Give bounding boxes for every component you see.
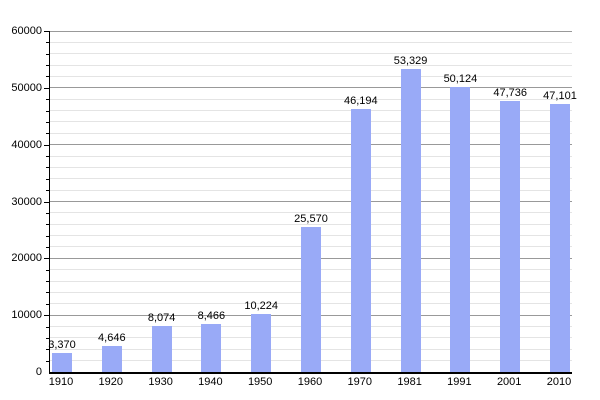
y-axis-minor-tick <box>46 326 49 328</box>
bar <box>301 226 321 372</box>
y-axis-minor-tick <box>46 156 49 158</box>
y-axis-major-tick <box>44 258 49 260</box>
gridline-minor <box>50 53 572 55</box>
bar-value-label: 4,646 <box>98 331 126 344</box>
bar-value-label: 46,194 <box>343 95 378 108</box>
gridline-minor <box>50 189 572 191</box>
bar <box>350 109 371 372</box>
y-axis-minor-tick <box>46 349 49 351</box>
y-axis-minor-tick <box>46 269 49 271</box>
y-axis-minor-tick <box>46 281 49 283</box>
y-axis-minor-tick <box>46 360 49 362</box>
y-axis-minor-tick <box>46 292 49 294</box>
gridline-minor <box>50 166 572 168</box>
y-axis-minor-tick <box>46 133 49 135</box>
y-axis-tick-label: 30000 <box>11 195 42 208</box>
x-axis-tick-label: 1920 <box>98 376 124 388</box>
x-axis-tick-label: 1970 <box>347 376 373 388</box>
x-axis-tick-label: 1981 <box>397 376 422 388</box>
bar <box>251 313 272 372</box>
gridline-minor <box>50 75 572 77</box>
gridline-minor <box>50 132 572 134</box>
y-axis-tick-label: 20000 <box>11 252 42 265</box>
bar <box>101 345 122 372</box>
y-axis-minor-tick <box>46 224 49 226</box>
bar <box>450 87 471 372</box>
gridline-minor <box>50 110 572 112</box>
bar <box>550 104 570 372</box>
y-axis-minor-tick <box>46 178 49 180</box>
x-axis-tick-label: 1991 <box>447 376 472 388</box>
gridline-minor <box>50 223 572 225</box>
y-axis-minor-tick <box>46 65 49 67</box>
bar <box>52 352 72 372</box>
gridline-minor <box>50 121 572 123</box>
y-axis-minor-tick <box>46 235 49 237</box>
y-axis-tick-label: 60000 <box>11 25 42 37</box>
bar <box>500 100 521 372</box>
bar-value-label: 10,224 <box>244 299 279 312</box>
bar-value-label: 25,570 <box>294 212 328 225</box>
bar-value-label: 3,370 <box>48 338 76 351</box>
gridline-minor <box>50 64 572 66</box>
y-axis-major-tick <box>44 315 49 317</box>
y-axis-major-tick <box>44 31 49 32</box>
gridline-minor <box>50 212 572 214</box>
bar-value-label: 53,329 <box>393 54 428 67</box>
bar-value-label: 8,074 <box>147 312 176 325</box>
plot-area: 3,370 4,646 8,074 8,466 10,224 25,570 46,194 53… <box>48 30 577 374</box>
gridline-major <box>50 201 572 202</box>
y-axis-minor-tick <box>46 99 49 101</box>
bar-value-label: 47,101 <box>543 90 577 103</box>
x-axis-tick-label: 1960 <box>297 376 323 388</box>
x-axis-tick-label: 2001 <box>496 376 522 388</box>
x-axis-tick-label: 1950 <box>247 376 273 388</box>
x-axis-tick-label: 1910 <box>48 376 74 388</box>
gridline-major <box>50 30 572 32</box>
y-axis-minor-tick <box>46 190 49 192</box>
y-axis-minor-tick <box>46 167 49 169</box>
y-axis-minor-tick <box>46 212 49 214</box>
gridline-minor <box>50 178 572 180</box>
y-axis-minor-tick <box>46 110 49 112</box>
y-axis-tick-label: 0 <box>35 366 42 378</box>
y-axis-minor-tick <box>46 121 49 123</box>
gridline-major <box>50 144 572 146</box>
bar <box>400 68 421 372</box>
y-axis-minor-tick <box>46 42 49 44</box>
gridline-minor <box>50 41 572 43</box>
bar <box>201 323 222 372</box>
y-axis-tick-label: 40000 <box>11 138 42 151</box>
y-axis-minor-tick <box>46 53 49 55</box>
gridline-major <box>50 87 572 89</box>
y-axis-tick-label: 50000 <box>11 81 42 94</box>
y-axis-major-tick <box>44 144 49 146</box>
y-axis-tick-label: 10000 <box>11 309 42 322</box>
y-axis-minor-tick <box>46 337 49 339</box>
bar-value-label: 8,466 <box>197 309 226 322</box>
x-axis-tick-label: 1940 <box>198 376 223 388</box>
x-axis-tick-label: 1930 <box>148 376 173 388</box>
y-axis-minor-tick <box>46 76 49 78</box>
y-axis-major-tick <box>44 201 49 203</box>
gridline-minor <box>50 98 572 100</box>
x-axis-tick-label: 2010 <box>546 376 572 388</box>
y-axis-minor-tick <box>46 303 49 305</box>
gridline-minor <box>50 155 572 157</box>
bar-value-label: 47,736 <box>493 86 528 99</box>
y-axis-minor-tick <box>46 246 49 248</box>
y-axis-major-tick <box>44 87 49 89</box>
bar-value-label: 50,124 <box>443 73 478 86</box>
bar <box>151 326 172 372</box>
